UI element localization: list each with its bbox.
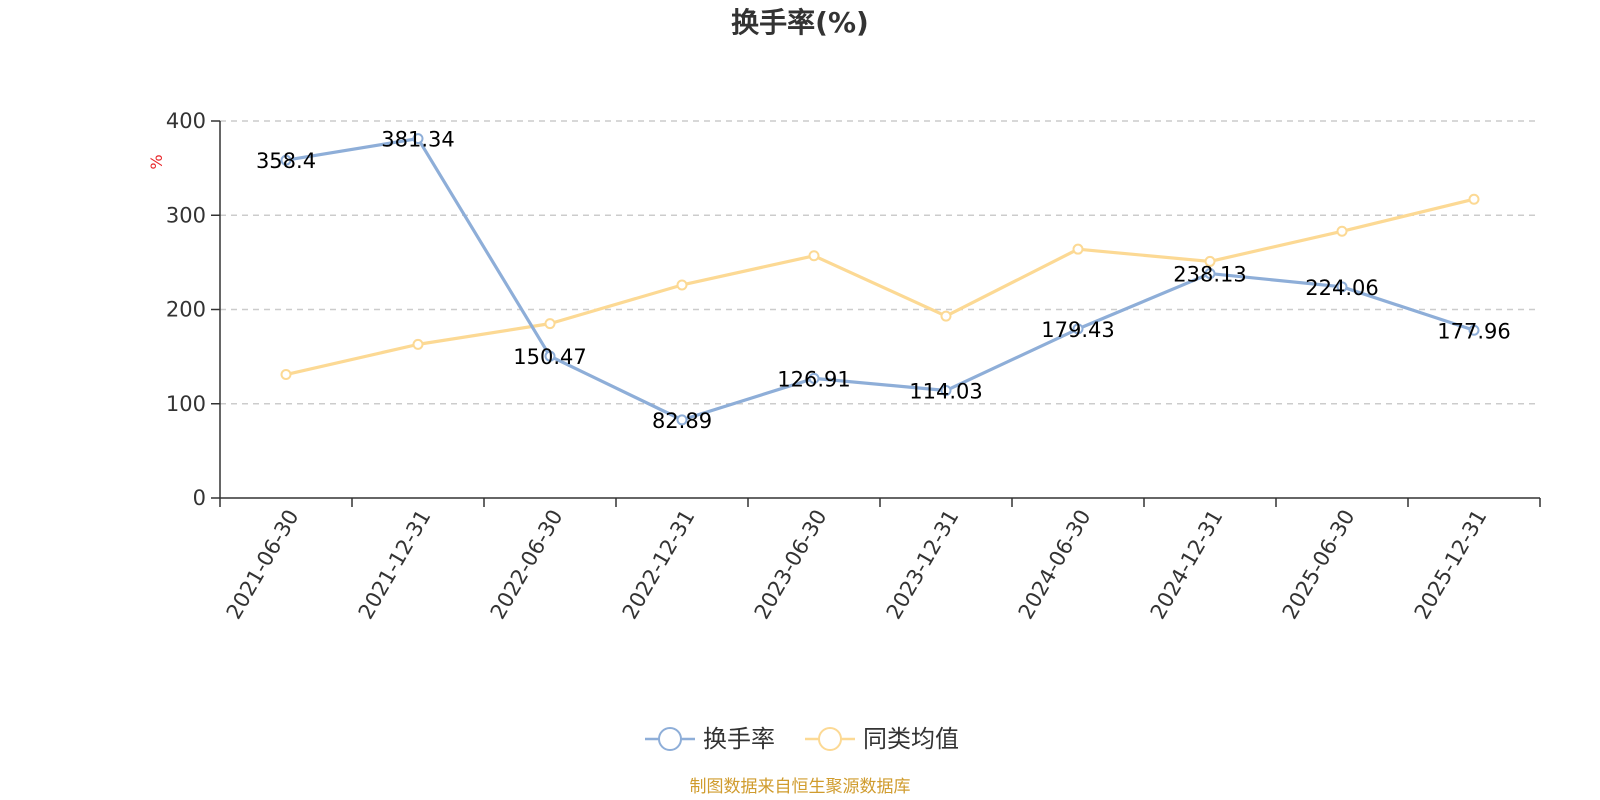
x-tick-label: 2024-12-31 (1146, 506, 1228, 624)
x-tick-label: 2023-06-30 (750, 506, 832, 624)
data-point[interactable] (1072, 243, 1084, 255)
x-tick-label: 2024-06-30 (1014, 506, 1096, 624)
y-tick-label: 200 (166, 298, 206, 322)
legend-label: 换手率 (703, 725, 775, 753)
legend-swatch-marker (658, 727, 682, 751)
y-tick-label: 100 (166, 392, 206, 416)
x-tick-label: 2025-06-30 (1278, 506, 1360, 624)
x-tick-label: 2022-12-31 (618, 506, 700, 624)
series-line (285, 197, 1475, 377)
x-tick-label: 2023-12-31 (882, 506, 964, 624)
chart-title: 换手率(%) (731, 6, 869, 39)
data-point[interactable] (1204, 255, 1216, 267)
data-point[interactable] (808, 372, 820, 384)
legend-item-1[interactable]: 换手率 (645, 725, 775, 753)
data-label: 177.96 (1437, 319, 1510, 343)
series-1 (280, 133, 1480, 426)
x-tick-label: 2021-12-31 (354, 506, 436, 624)
data-point[interactable] (808, 250, 820, 262)
data-point[interactable] (412, 338, 424, 350)
data-point[interactable] (280, 154, 292, 166)
legend[interactable]: 换手率 同类均值 (645, 725, 959, 753)
data-label: 126.91 (777, 367, 850, 391)
data-point[interactable] (280, 369, 292, 381)
series-line (285, 136, 1475, 422)
legend-swatch-marker (818, 727, 842, 751)
series-2 (280, 193, 1480, 381)
data-point[interactable] (1468, 193, 1480, 205)
data-point[interactable] (676, 414, 688, 426)
data-point[interactable] (412, 133, 424, 145)
legend-label: 同类均值 (863, 725, 959, 753)
y-axis-unit-label: % (147, 154, 166, 169)
x-tick-label: 2021-06-30 (222, 506, 304, 624)
data-point[interactable] (676, 279, 688, 291)
y-tick-label: 0 (193, 486, 206, 510)
data-point[interactable] (1072, 323, 1084, 335)
data-point[interactable] (1204, 268, 1216, 280)
data-point[interactable] (544, 318, 556, 330)
y-tick-label: 300 (166, 203, 206, 227)
data-point[interactable] (940, 385, 952, 397)
data-label: 179.43 (1041, 318, 1114, 342)
data-label: 381.34 (381, 128, 454, 152)
data-point[interactable] (1336, 225, 1348, 237)
x-tick-label: 2022-06-30 (486, 506, 568, 624)
data-source-note: 制图数据来自恒生聚源数据库 (690, 777, 911, 797)
data-label: 114.03 (909, 380, 982, 404)
series-lines (280, 133, 1480, 426)
data-label: 150.47 (513, 345, 586, 369)
y-tick-label: 400 (166, 109, 206, 133)
data-label: 82.89 (652, 409, 712, 433)
data-point[interactable] (544, 350, 556, 362)
axes: 0 100 200 300 400 2021-06-30 2021-12-31 2022-06… (166, 109, 1541, 624)
data-label: 238.13 (1173, 263, 1246, 287)
x-tick-label: 2025-12-31 (1410, 506, 1492, 624)
data-label: 358.4 (256, 149, 316, 173)
data-labels: 358.4 381.34 150.47 82.89 126.91 114.03 179.43… (256, 128, 1511, 433)
data-point[interactable] (1336, 281, 1348, 293)
data-point[interactable] (1468, 324, 1480, 336)
legend-item-2[interactable]: 同类均值 (805, 725, 959, 753)
grid-lines (220, 120, 1540, 405)
data-label: 224.06 (1305, 276, 1378, 300)
data-point[interactable] (940, 310, 952, 322)
